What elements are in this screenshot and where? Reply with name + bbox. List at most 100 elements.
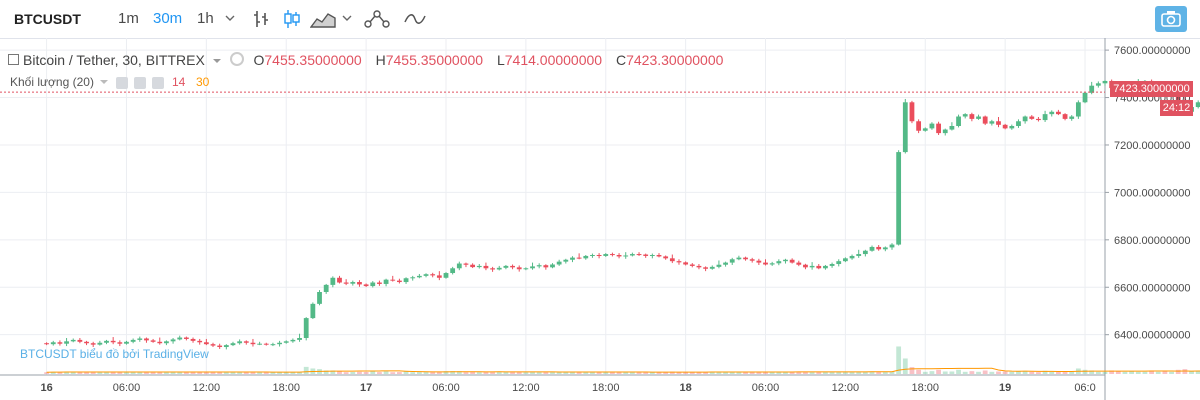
- candle: [842, 258, 848, 262]
- countdown-tag: 24:12: [1160, 100, 1193, 116]
- candle: [503, 265, 509, 268]
- candle: [217, 345, 223, 348]
- indicators-icon[interactable]: [364, 9, 390, 29]
- candle: [57, 342, 63, 344]
- volume-bar: [496, 372, 502, 374]
- candle: [84, 341, 89, 344]
- volume-ma-line: [46, 367, 1200, 373]
- x-tick-label: 19: [999, 382, 1011, 394]
- price-chart[interactable]: 7600.000000007400.000000007200.000000007…: [0, 38, 1200, 400]
- volume-bar: [709, 371, 715, 374]
- candle: [476, 265, 482, 268]
- collapse-icon[interactable]: [8, 54, 19, 65]
- volume-bar: [1195, 371, 1200, 374]
- volume-bar: [856, 371, 862, 374]
- y-tick-label: 6400.00000000: [1114, 330, 1190, 342]
- volume-bar: [942, 371, 948, 374]
- volume-bar: [57, 372, 63, 374]
- y-tick-label: 7600.00000000: [1114, 45, 1190, 57]
- x-tick-label: 06:00: [432, 382, 460, 394]
- volume-bar: [530, 371, 535, 374]
- volume-bar: [1002, 371, 1008, 374]
- volume-bar: [390, 372, 396, 374]
- candle: [283, 341, 289, 343]
- volume-bar: [263, 372, 269, 374]
- candlestick-icon[interactable]: [283, 9, 301, 29]
- candle: [836, 261, 842, 265]
- candle: [783, 259, 788, 262]
- volume-bar: [50, 371, 56, 374]
- candle: [1095, 83, 1101, 86]
- symbol-label[interactable]: BTCUSDT: [14, 11, 81, 27]
- volume-bar: [456, 371, 462, 374]
- candle: [416, 275, 422, 278]
- volume-label: Khối lượng (20): [10, 75, 94, 89]
- chevron-down-icon[interactable]: [212, 57, 222, 65]
- candle: [590, 255, 595, 257]
- candle: [683, 262, 689, 265]
- volume-hide-icon[interactable]: [134, 77, 146, 89]
- compare-icon[interactable]: [404, 9, 426, 29]
- volume-bar: [130, 371, 136, 374]
- candle: [210, 344, 216, 346]
- candle: [689, 264, 695, 266]
- candle: [576, 257, 582, 259]
- interval-dropdown-button[interactable]: [225, 0, 235, 38]
- volume-bar: [862, 371, 868, 374]
- candle: [104, 340, 109, 343]
- volume-bar: [610, 372, 615, 374]
- volume-bar: [157, 372, 163, 374]
- candle: [969, 114, 975, 119]
- x-tick-label: 18:00: [592, 382, 620, 394]
- candle: [456, 263, 462, 269]
- volume-bar: [443, 371, 449, 374]
- candle: [709, 266, 715, 269]
- candle: [796, 262, 802, 265]
- candle: [130, 339, 136, 342]
- volume-bar: [110, 372, 116, 374]
- candle: [716, 264, 722, 267]
- settings-icon[interactable]: [229, 52, 244, 66]
- volume-bar: [1082, 369, 1088, 374]
- volume-ma-long: 30: [196, 75, 210, 89]
- interval-1h-button[interactable]: 1h: [197, 10, 214, 27]
- volume-bar: [842, 371, 848, 374]
- snapshot-button[interactable]: [1155, 6, 1187, 32]
- candle: [803, 264, 808, 268]
- candle: [849, 255, 855, 259]
- candle: [1002, 124, 1008, 129]
- candle: [769, 263, 775, 265]
- bar-chart-icon[interactable]: [252, 9, 270, 29]
- candle: [889, 244, 895, 248]
- area-chart-icon[interactable]: [310, 9, 336, 29]
- chevron-down-icon[interactable]: [99, 78, 109, 86]
- chart-type-dropdown-button[interactable]: [342, 0, 352, 38]
- low-value: 7414.00000000: [504, 52, 603, 68]
- interval-1m-button[interactable]: 1m: [118, 10, 139, 27]
- volume-remove-icon[interactable]: [152, 77, 164, 89]
- candle: [743, 257, 748, 260]
- volume-bar: [277, 372, 282, 374]
- volume-bar: [350, 372, 356, 374]
- volume-bar: [816, 371, 822, 374]
- volume-bar: [869, 371, 875, 374]
- last-price-tag: 7423.30000000: [1110, 81, 1193, 97]
- volume-bar: [583, 371, 589, 374]
- candle: [829, 264, 835, 266]
- watermark: BTCUSDT biểu đồ bởi TradingView: [20, 347, 209, 361]
- volume-settings-icon[interactable]: [116, 77, 128, 89]
- candle: [317, 292, 322, 304]
- candle: [150, 340, 156, 342]
- interval-30m-button[interactable]: 30m: [153, 10, 183, 27]
- volume-bar: [1056, 371, 1061, 374]
- volume-bar: [1109, 370, 1115, 374]
- candle: [896, 152, 902, 245]
- candle: [916, 121, 922, 131]
- volume-bar: [483, 371, 489, 374]
- volume-bar: [563, 371, 569, 374]
- candle: [1036, 118, 1041, 121]
- volume-bar: [97, 371, 103, 374]
- volume-bar: [736, 372, 742, 374]
- volume-bar: [636, 372, 642, 374]
- volume-bar: [929, 371, 935, 374]
